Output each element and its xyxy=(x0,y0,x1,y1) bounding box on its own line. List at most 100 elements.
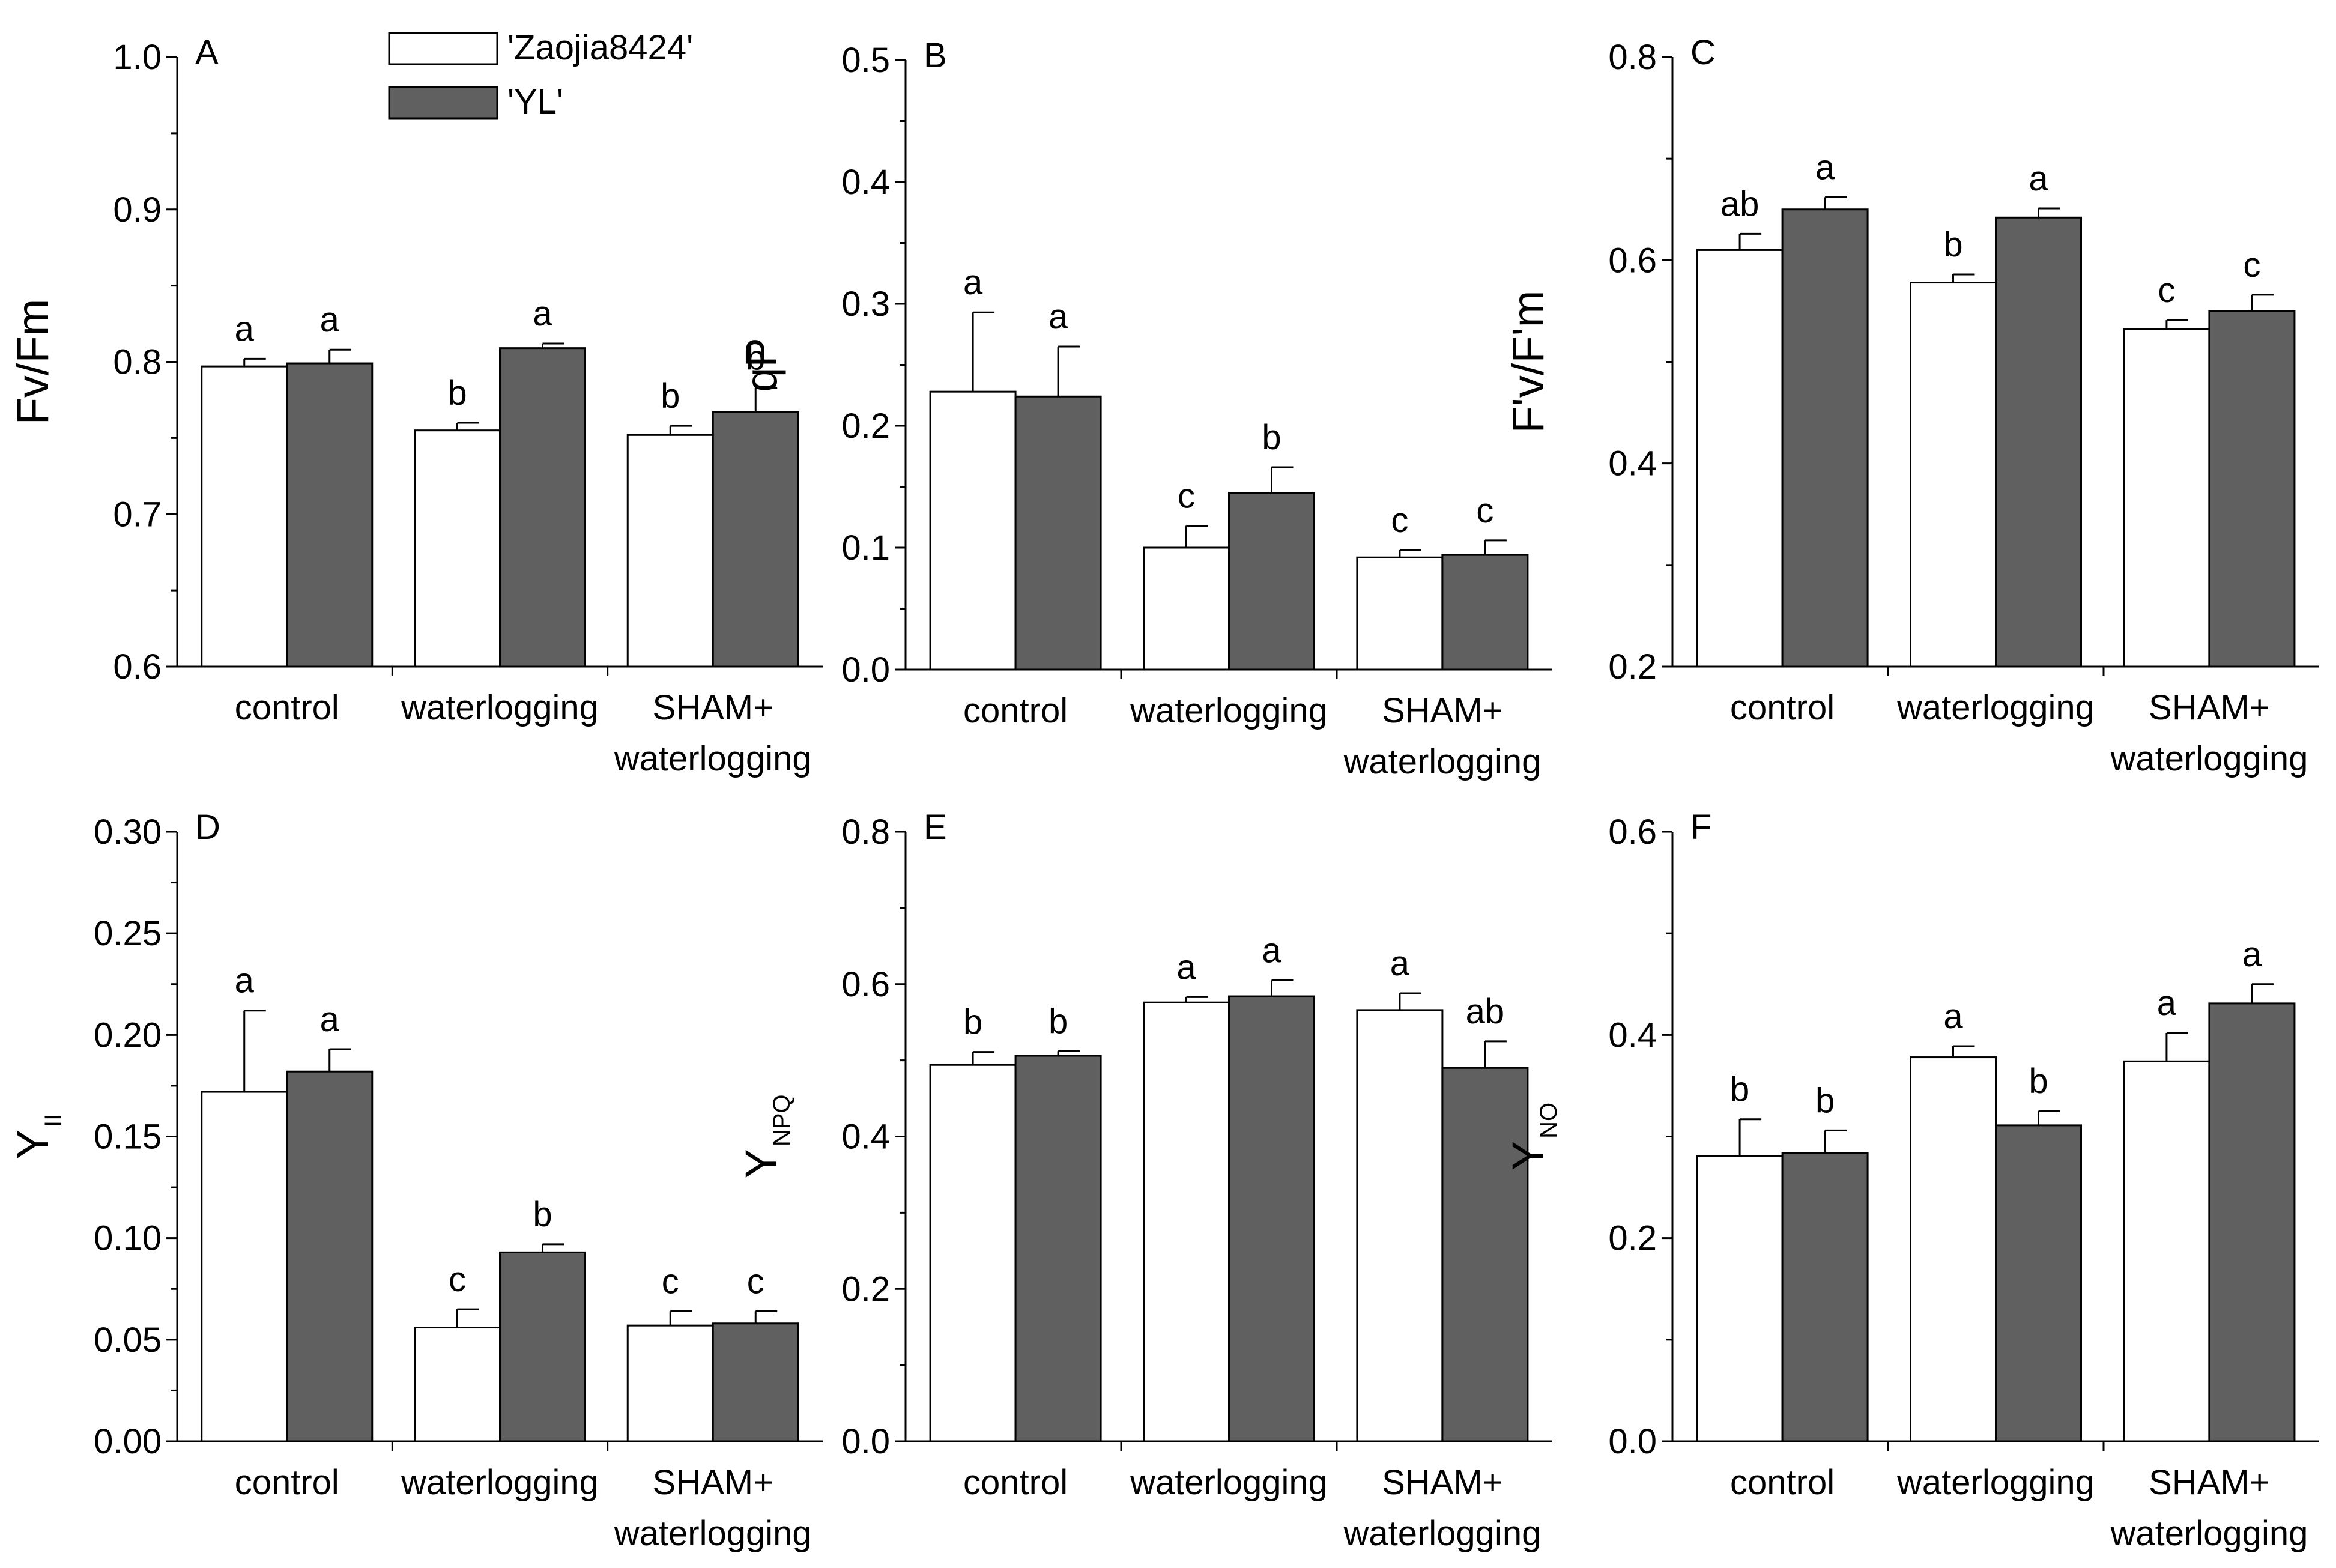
bar-zaojia8424 xyxy=(1910,1056,1997,1442)
y-tick-label: 0.25 xyxy=(94,914,162,953)
significance-letter: b xyxy=(1815,1081,1835,1120)
significance-letter: ab xyxy=(1466,992,1505,1031)
category-label: waterlogging xyxy=(1896,688,2095,727)
legend-label: 'YL' xyxy=(507,82,563,121)
y-tick-label: 0.4 xyxy=(1608,444,1657,483)
significance-letter: a xyxy=(235,309,255,348)
significance-letter: b xyxy=(447,374,467,413)
y-tick-label: 0.6 xyxy=(841,965,890,1004)
panel-letter: E xyxy=(924,808,947,847)
y-tick-label: 0.1 xyxy=(841,528,890,568)
y-axis-label: YII xyxy=(8,1114,67,1160)
y-tick-label: 0.8 xyxy=(841,813,890,852)
y-axis-label: Fv/Fm xyxy=(8,299,58,425)
category-label: waterlogging xyxy=(1130,1463,1328,1502)
category-label: SHAM+ xyxy=(1382,691,1502,730)
bar-zaojia8424 xyxy=(626,1324,714,1442)
significance-letter: a xyxy=(1176,948,1196,987)
significance-letter: a xyxy=(2157,984,2177,1023)
category-label: SHAM+ xyxy=(1382,1463,1502,1502)
panel-letter: F xyxy=(1690,808,1711,847)
category-label: control xyxy=(1730,1463,1835,1502)
y-axis-label: F'v/F'm xyxy=(1503,291,1553,434)
bar-zaojia8424 xyxy=(1356,1009,1444,1442)
panel-letter: A xyxy=(195,33,219,72)
category-label: SHAM+ xyxy=(2149,688,2269,727)
legend-label: 'Zaojia8424' xyxy=(507,28,693,67)
significance-letter: c xyxy=(1391,501,1408,540)
category-label: waterlogging xyxy=(401,688,599,727)
panel-d: 0.00 0.05 0.10 0.15 0.20 0.25 0.30 D YII a a contro… xyxy=(8,808,823,1553)
bar-yl xyxy=(1228,995,1315,1442)
y-tick-label: 0.20 xyxy=(94,1016,162,1055)
y-tick-label: 1.0 xyxy=(113,38,162,77)
y-tick-label: 0.0 xyxy=(841,1422,890,1461)
bar-zaojia8424 xyxy=(1696,1155,1784,1442)
bar-yl xyxy=(1781,1152,1869,1442)
significance-letter: a xyxy=(1262,931,1281,970)
bar-zaojia8424 xyxy=(2123,1060,2210,1442)
y-tick-label: 0.8 xyxy=(113,343,162,382)
significance-letter: c xyxy=(2243,246,2260,285)
y-axis-label: qP xyxy=(736,338,786,392)
y-tick-label: 0.2 xyxy=(841,1270,890,1309)
legend-swatch xyxy=(388,86,498,120)
significance-letter: b xyxy=(2029,1062,2048,1101)
panel-e: 0.0 0.2 0.4 0.6 0.8 E YNPQ b b control a a waterlogg… xyxy=(736,808,1552,1553)
bar-yl xyxy=(286,362,374,668)
category-label: waterlogging xyxy=(614,739,812,778)
significance-letter: a xyxy=(1048,297,1068,336)
bar-yl xyxy=(712,411,799,668)
y-tick-label: 0.6 xyxy=(113,647,162,686)
bar-zaojia8424 xyxy=(1143,1001,1230,1442)
significance-letter: c xyxy=(662,1262,679,1301)
category-label: waterlogging xyxy=(401,1463,599,1502)
significance-letter: b xyxy=(1048,1002,1068,1041)
bar-zaojia8424 xyxy=(1356,556,1444,671)
significance-letter: ab xyxy=(1720,184,1760,223)
y-tick-label: 0.3 xyxy=(841,285,890,324)
bar-yl xyxy=(712,1322,799,1442)
y-tick-label: 0.9 xyxy=(113,190,162,229)
significance-letter: a xyxy=(320,1000,340,1039)
significance-letter: a xyxy=(320,300,340,339)
legend-swatch xyxy=(388,32,498,65)
bar-zaojia8424 xyxy=(201,365,288,668)
significance-letter: b xyxy=(1730,1070,1749,1109)
bar-yl xyxy=(2208,310,2296,668)
significance-letter: a xyxy=(533,294,552,333)
bar-zaojia8424 xyxy=(2123,328,2210,668)
bar-zaojia8424 xyxy=(1143,546,1230,671)
bar-zaojia8424 xyxy=(414,1327,501,1442)
bar-zaojia8424 xyxy=(626,434,714,668)
y-tick-label: 0.2 xyxy=(841,407,890,446)
y-tick-label: 0.0 xyxy=(1608,1422,1657,1461)
significance-letter: b xyxy=(533,1195,552,1234)
category-label: waterlogging xyxy=(614,1514,812,1553)
bar-yl xyxy=(1014,395,1102,671)
y-tick-label: 0.2 xyxy=(1608,647,1657,686)
category-label: control xyxy=(235,688,339,727)
significance-letter: a xyxy=(235,961,255,1000)
panel-letter: B xyxy=(924,36,947,75)
y-tick-label: 0.6 xyxy=(1608,813,1657,852)
category-label: waterlogging xyxy=(1343,742,1541,781)
significance-letter: a xyxy=(2242,935,2262,974)
category-label: SHAM+ xyxy=(2149,1463,2269,1502)
significance-letter: a xyxy=(963,263,983,302)
bar-yl xyxy=(1228,492,1315,671)
bar-yl xyxy=(1781,208,1869,668)
y-tick-label: 0.10 xyxy=(94,1219,162,1258)
significance-letter: c xyxy=(747,1262,764,1301)
y-tick-label: 0.4 xyxy=(1608,1016,1657,1055)
bar-zaojia8424 xyxy=(929,1064,1017,1442)
y-tick-label: 0.15 xyxy=(94,1118,162,1157)
bar-zaojia8424 xyxy=(929,390,1017,671)
significance-letter: a xyxy=(1815,148,1835,187)
bar-yl xyxy=(1441,1067,1529,1442)
y-tick-label: 0.8 xyxy=(1608,38,1657,77)
category-label: waterlogging xyxy=(2110,739,2308,778)
panel-b: 0.0 0.1 0.2 0.3 0.4 0.5 BqP a a control c b waterlog… xyxy=(736,36,1552,781)
significance-letter: a xyxy=(1390,944,1410,983)
significance-letter: a xyxy=(2029,159,2048,198)
